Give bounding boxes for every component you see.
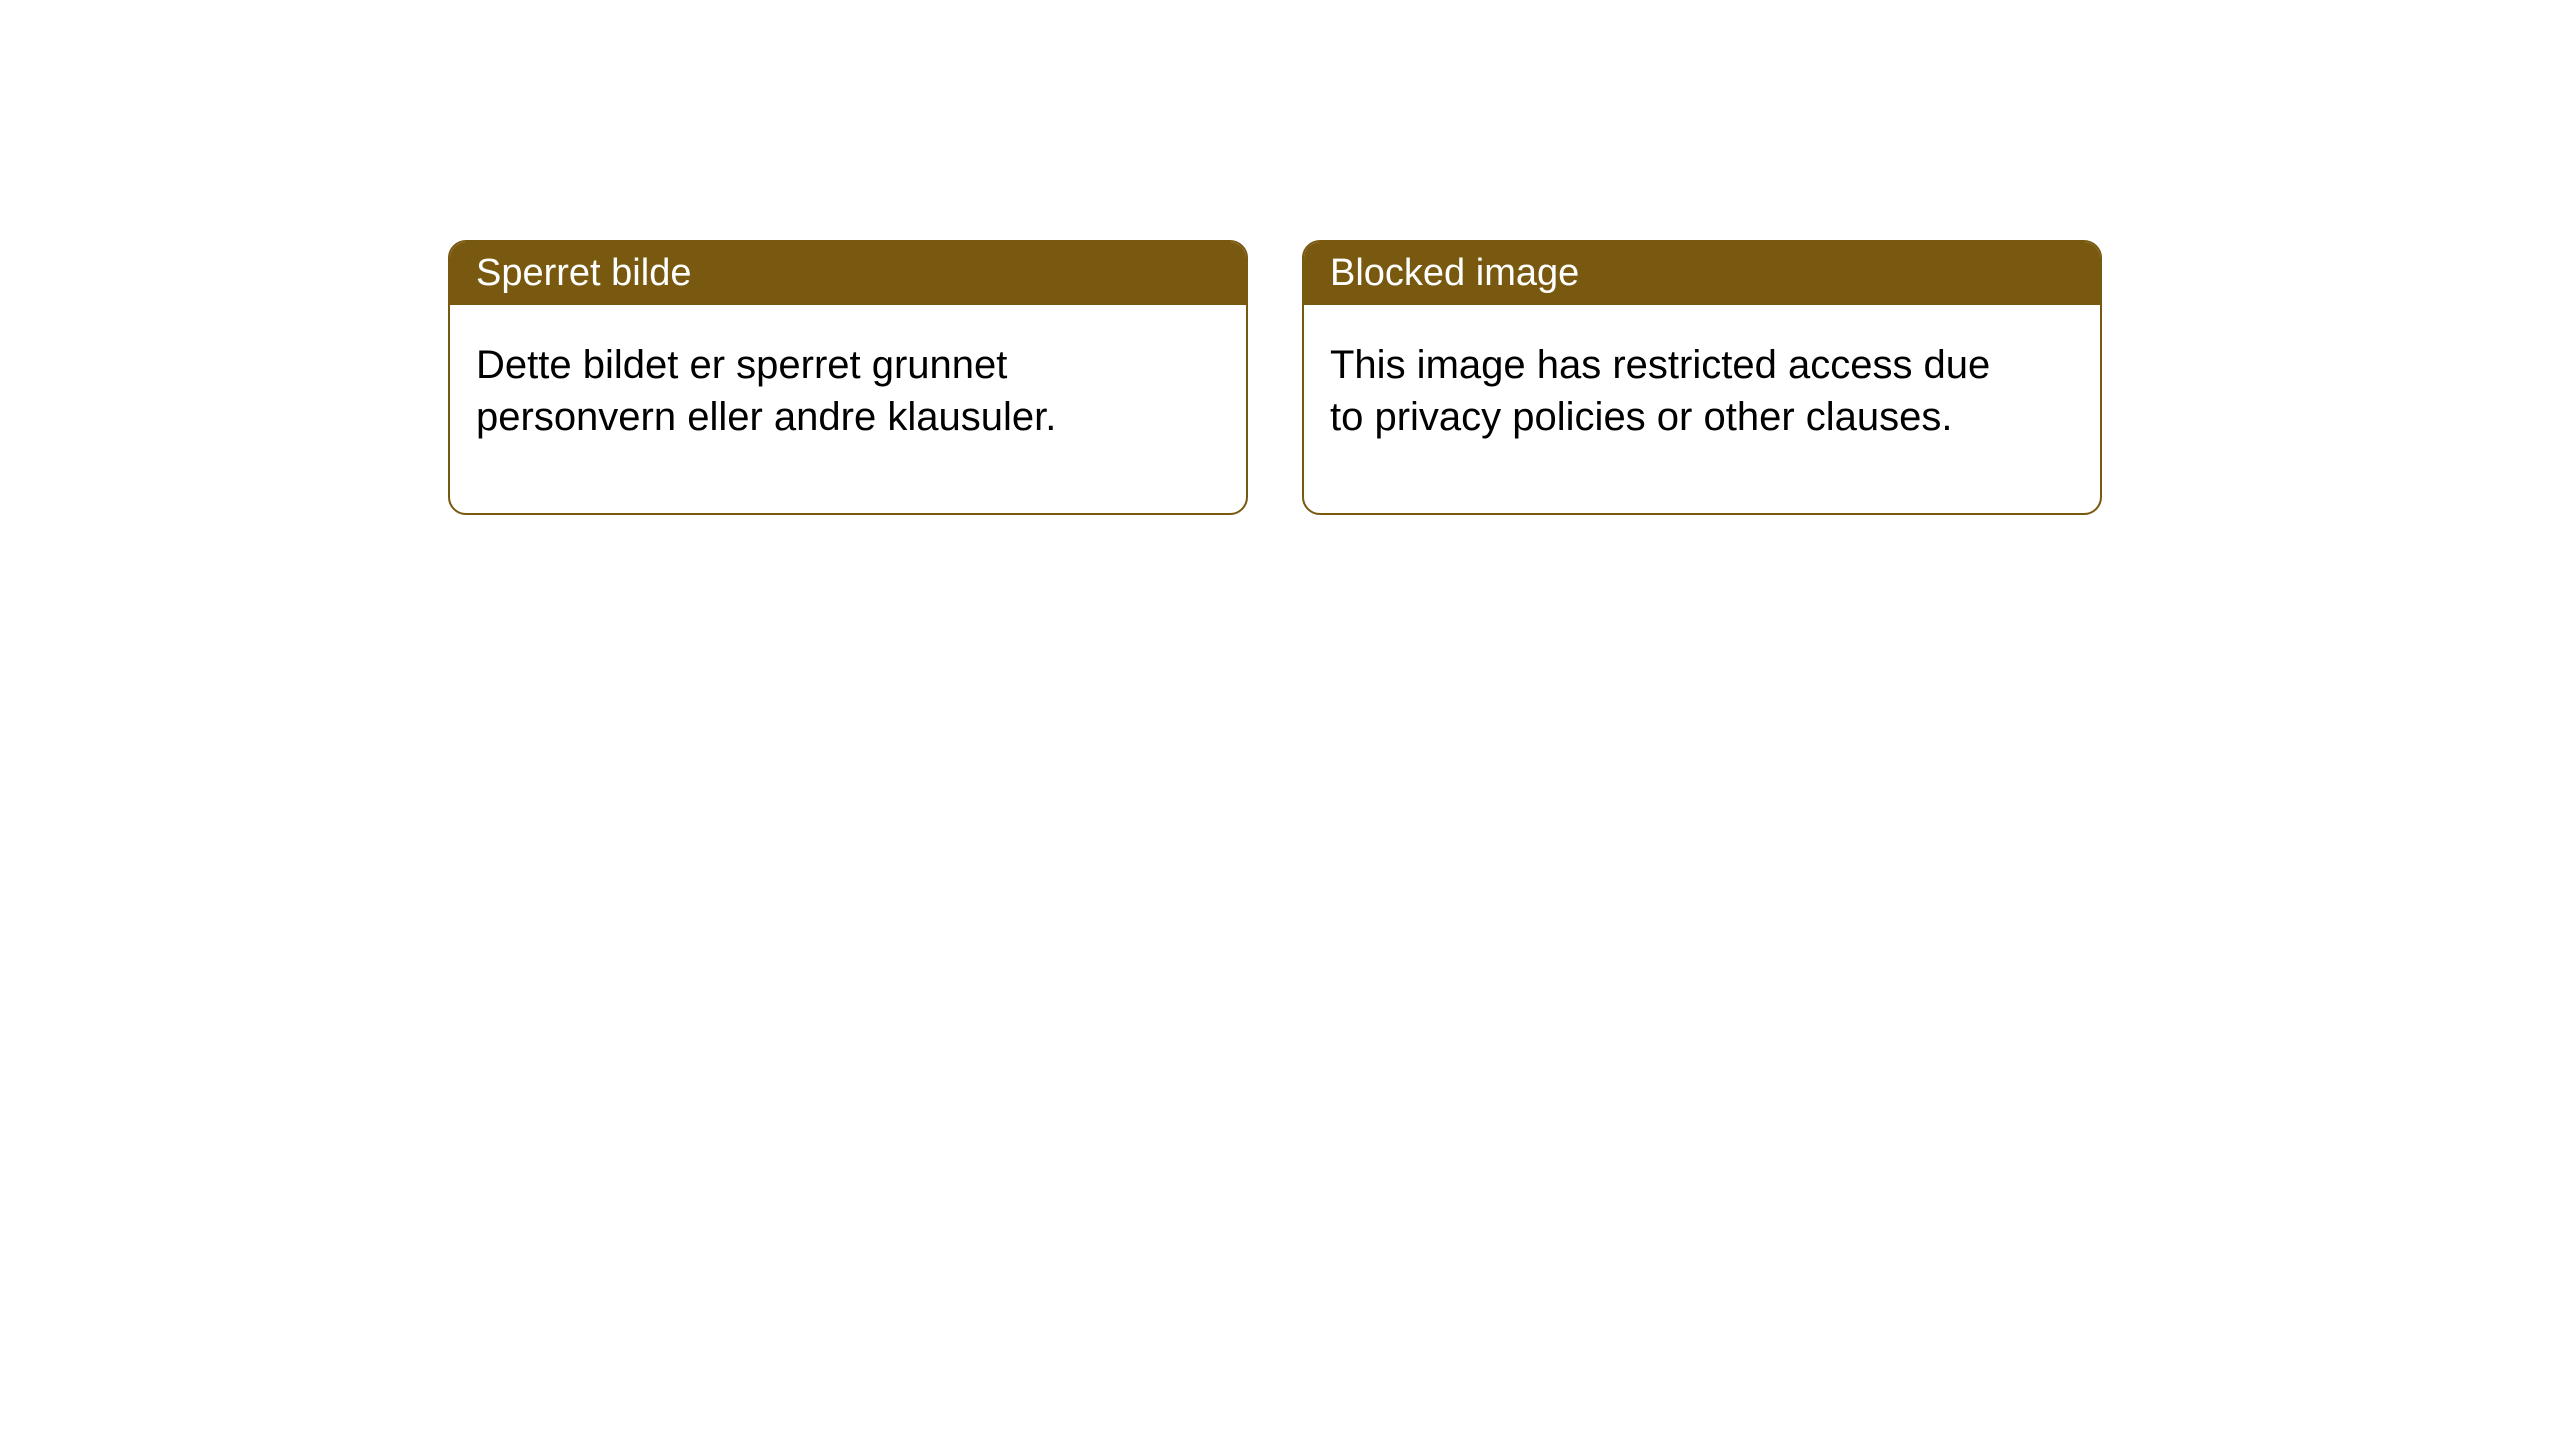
notice-card-english: Blocked image This image has restricted … xyxy=(1302,240,2102,515)
notice-card-norwegian: Sperret bilde Dette bildet er sperret gr… xyxy=(448,240,1248,515)
notice-body-text: Dette bildet er sperret grunnet personve… xyxy=(476,343,1056,439)
notice-container: Sperret bilde Dette bildet er sperret gr… xyxy=(0,0,2560,515)
notice-header: Sperret bilde xyxy=(450,242,1246,305)
notice-header: Blocked image xyxy=(1304,242,2100,305)
notice-body-text: This image has restricted access due to … xyxy=(1330,343,1990,439)
notice-title: Sperret bilde xyxy=(476,252,691,294)
notice-body: Dette bildet er sperret grunnet personve… xyxy=(450,305,1170,513)
notice-title: Blocked image xyxy=(1330,252,1579,294)
notice-body: This image has restricted access due to … xyxy=(1304,305,2024,513)
